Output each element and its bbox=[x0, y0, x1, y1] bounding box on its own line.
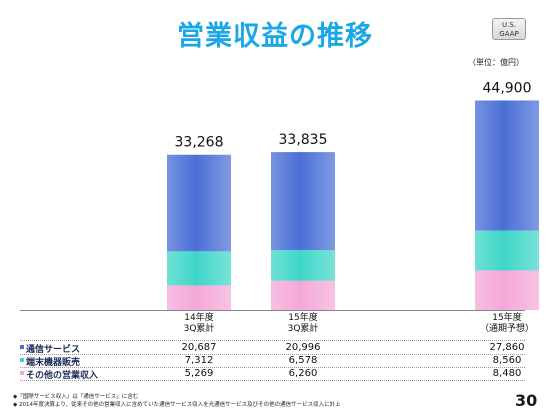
table-row-divider bbox=[20, 354, 525, 355]
category-label-line: 14年度 bbox=[184, 313, 214, 323]
category-label-line: 15年度 bbox=[288, 313, 318, 323]
category-label-line: 3Q累計 bbox=[287, 324, 319, 334]
table-row-label: 端末機器販売 bbox=[26, 358, 81, 368]
page-title: 営業収益の推移 bbox=[177, 21, 373, 52]
page-number: 30 bbox=[515, 391, 538, 410]
bar-segment-0-0 bbox=[167, 285, 231, 310]
bar-total-label: 44,900 bbox=[483, 80, 532, 96]
table-cell: 20,996 bbox=[285, 342, 321, 353]
table-row-label: その他の営業収入 bbox=[26, 371, 99, 381]
bar-segment-1-0 bbox=[167, 251, 231, 286]
table-row-label: 通信サービス bbox=[26, 345, 81, 355]
category-label: 14年度 3Q累計 bbox=[159, 313, 239, 335]
bar-segment-2-1 bbox=[271, 152, 335, 251]
category-label: 15年度 3Q累計 bbox=[263, 313, 343, 335]
category-label: 15年度 （通期予想） bbox=[467, 313, 547, 335]
gaap-badge-text: U.S. GAAP bbox=[499, 21, 519, 38]
gaap-badge: U.S. GAAP bbox=[492, 18, 526, 40]
bar-segment-1-1 bbox=[271, 250, 335, 281]
legend-swatch bbox=[20, 371, 24, 375]
legend-swatch bbox=[20, 358, 24, 362]
unit-label: （単位：億円） bbox=[468, 58, 524, 67]
table-cell: 6,260 bbox=[288, 368, 318, 379]
table-cell: 8,480 bbox=[492, 368, 522, 379]
bar-segment-0-1 bbox=[271, 280, 335, 310]
category-label-line: 15年度 bbox=[492, 313, 522, 323]
table-cell: 7,312 bbox=[184, 355, 214, 366]
table-cell: 6,578 bbox=[288, 355, 318, 366]
bar-total-label: 33,835 bbox=[279, 132, 328, 148]
bar-segment-1-2 bbox=[475, 230, 539, 271]
footnote-1: ◆「国際サービス収入」は「通信サービス」に含む bbox=[13, 394, 139, 400]
bar-segment-2-2 bbox=[475, 100, 539, 231]
table-cell: 20,687 bbox=[181, 342, 217, 353]
table-row-divider bbox=[20, 367, 525, 368]
table-top-divider bbox=[20, 340, 525, 341]
table-cell: 8,560 bbox=[492, 355, 522, 366]
bar-segment-0-2 bbox=[475, 270, 539, 310]
bar-segment-2-0 bbox=[167, 154, 231, 252]
table-cell: 27,860 bbox=[489, 342, 525, 353]
legend-swatch bbox=[20, 345, 24, 349]
category-label-line: （通期予想） bbox=[479, 324, 534, 334]
footnote-2: ◆ 2014年度決算より、従来その他の営業収入に含めていた通信サービス収入を光通… bbox=[13, 402, 341, 408]
table-cell: 5,269 bbox=[184, 368, 214, 379]
bar-total-label: 33,268 bbox=[175, 135, 224, 151]
category-label-line: 3Q累計 bbox=[183, 324, 215, 334]
table-row-divider bbox=[20, 380, 525, 381]
